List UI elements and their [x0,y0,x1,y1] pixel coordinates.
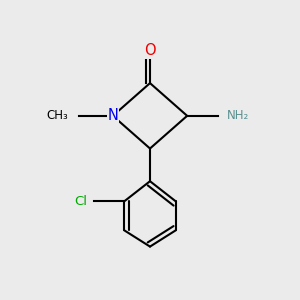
Text: CH₃: CH₃ [46,109,68,122]
Text: Cl: Cl [75,195,88,208]
Text: O: O [144,43,156,58]
Text: N: N [107,108,118,123]
Text: NH₂: NH₂ [227,109,250,122]
